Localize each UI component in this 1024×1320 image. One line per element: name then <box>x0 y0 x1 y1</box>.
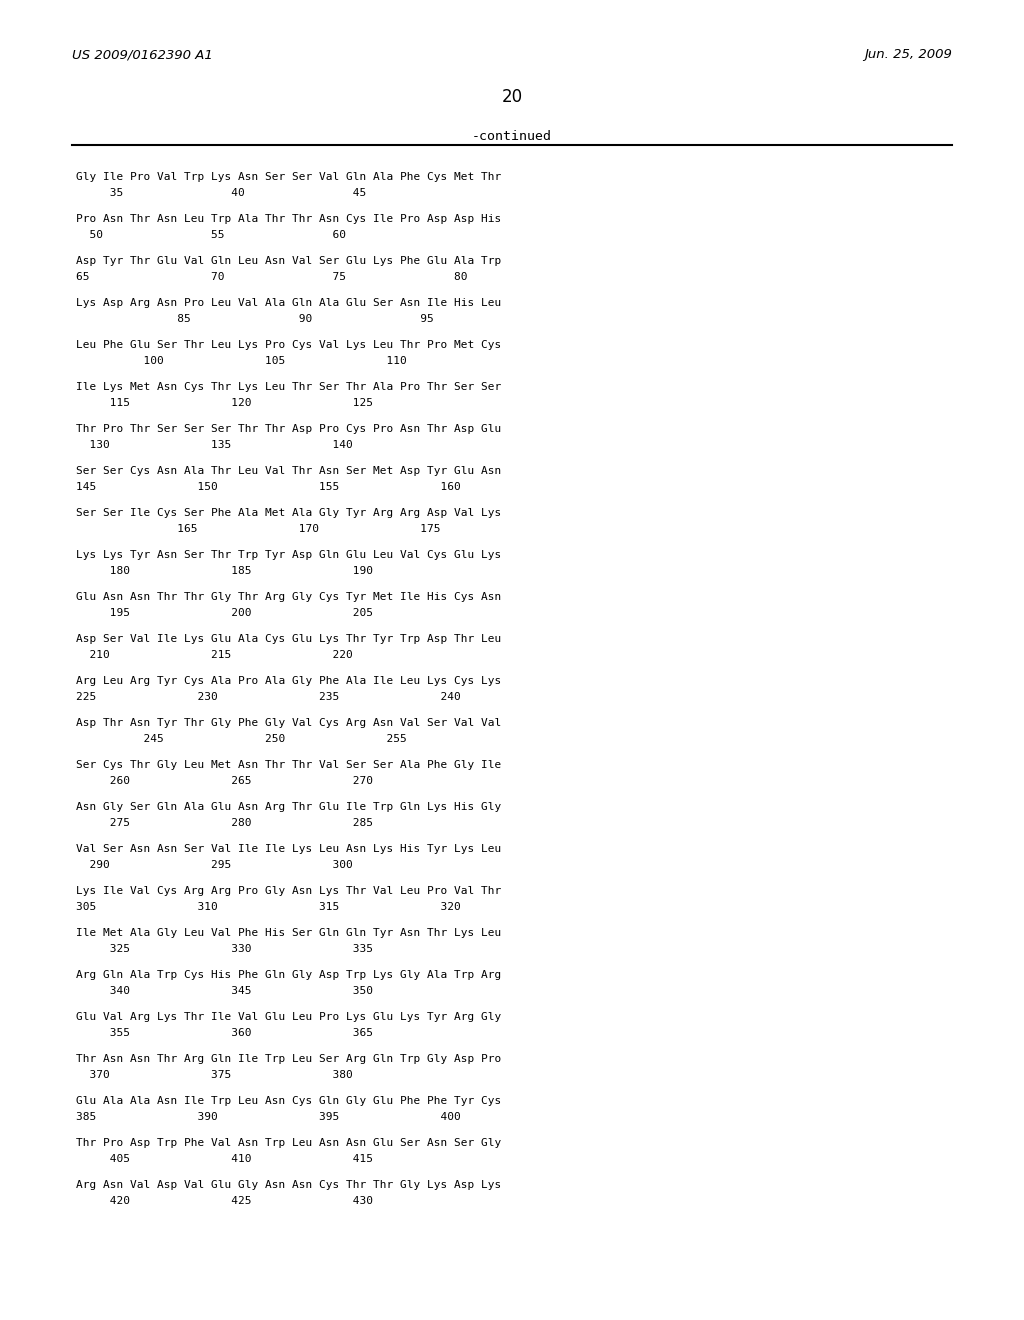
Text: -continued: -continued <box>472 129 552 143</box>
Text: 35                40                45: 35 40 45 <box>76 187 367 198</box>
Text: Lys Asp Arg Asn Pro Leu Val Ala Gln Ala Glu Ser Asn Ile His Leu: Lys Asp Arg Asn Pro Leu Val Ala Gln Ala … <box>76 298 502 308</box>
Text: 260               265               270: 260 265 270 <box>76 776 373 785</box>
Text: Ile Met Ala Gly Leu Val Phe His Ser Gln Gln Tyr Asn Thr Lys Leu: Ile Met Ala Gly Leu Val Phe His Ser Gln … <box>76 928 502 939</box>
Text: 355               360               365: 355 360 365 <box>76 1028 373 1038</box>
Text: 130               135               140: 130 135 140 <box>76 440 352 450</box>
Text: 165               170               175: 165 170 175 <box>76 524 440 535</box>
Text: 115               120               125: 115 120 125 <box>76 399 373 408</box>
Text: 245               250               255: 245 250 255 <box>76 734 407 744</box>
Text: Asp Ser Val Ile Lys Glu Ala Cys Glu Lys Thr Tyr Trp Asp Thr Leu: Asp Ser Val Ile Lys Glu Ala Cys Glu Lys … <box>76 634 502 644</box>
Text: 50                55                60: 50 55 60 <box>76 230 346 240</box>
Text: Glu Asn Asn Thr Thr Gly Thr Arg Gly Cys Tyr Met Ile His Cys Asn: Glu Asn Asn Thr Thr Gly Thr Arg Gly Cys … <box>76 591 502 602</box>
Text: 405               410               415: 405 410 415 <box>76 1154 373 1164</box>
Text: Pro Asn Thr Asn Leu Trp Ala Thr Thr Asn Cys Ile Pro Asp Asp His: Pro Asn Thr Asn Leu Trp Ala Thr Thr Asn … <box>76 214 502 224</box>
Text: Leu Phe Glu Ser Thr Leu Lys Pro Cys Val Lys Leu Thr Pro Met Cys: Leu Phe Glu Ser Thr Leu Lys Pro Cys Val … <box>76 341 502 350</box>
Text: 370               375               380: 370 375 380 <box>76 1071 352 1080</box>
Text: Lys Lys Tyr Asn Ser Thr Trp Tyr Asp Gln Glu Leu Val Cys Glu Lys: Lys Lys Tyr Asn Ser Thr Trp Tyr Asp Gln … <box>76 550 502 560</box>
Text: 385               390               395               400: 385 390 395 400 <box>76 1111 461 1122</box>
Text: Ser Cys Thr Gly Leu Met Asn Thr Thr Val Ser Ser Ala Phe Gly Ile: Ser Cys Thr Gly Leu Met Asn Thr Thr Val … <box>76 760 502 770</box>
Text: 290               295               300: 290 295 300 <box>76 861 352 870</box>
Text: Asp Tyr Thr Glu Val Gln Leu Asn Val Ser Glu Lys Phe Glu Ala Trp: Asp Tyr Thr Glu Val Gln Leu Asn Val Ser … <box>76 256 502 267</box>
Text: 100               105               110: 100 105 110 <box>76 356 407 366</box>
Text: 325               330               335: 325 330 335 <box>76 944 373 954</box>
Text: Glu Ala Ala Asn Ile Trp Leu Asn Cys Gln Gly Glu Phe Phe Tyr Cys: Glu Ala Ala Asn Ile Trp Leu Asn Cys Gln … <box>76 1096 502 1106</box>
Text: US 2009/0162390 A1: US 2009/0162390 A1 <box>72 48 213 61</box>
Text: 145               150               155               160: 145 150 155 160 <box>76 482 461 492</box>
Text: 20: 20 <box>502 88 522 106</box>
Text: 340               345               350: 340 345 350 <box>76 986 373 997</box>
Text: Thr Pro Asp Trp Phe Val Asn Trp Leu Asn Asn Glu Ser Asn Ser Gly: Thr Pro Asp Trp Phe Val Asn Trp Leu Asn … <box>76 1138 502 1148</box>
Text: Arg Asn Val Asp Val Glu Gly Asn Asn Cys Thr Thr Gly Lys Asp Lys: Arg Asn Val Asp Val Glu Gly Asn Asn Cys … <box>76 1180 502 1191</box>
Text: Arg Gln Ala Trp Cys His Phe Gln Gly Asp Trp Lys Gly Ala Trp Arg: Arg Gln Ala Trp Cys His Phe Gln Gly Asp … <box>76 970 502 979</box>
Text: 275               280               285: 275 280 285 <box>76 818 373 828</box>
Text: 65                  70                75                80: 65 70 75 80 <box>76 272 468 282</box>
Text: Arg Leu Arg Tyr Cys Ala Pro Ala Gly Phe Ala Ile Leu Lys Cys Lys: Arg Leu Arg Tyr Cys Ala Pro Ala Gly Phe … <box>76 676 502 686</box>
Text: Lys Ile Val Cys Arg Arg Pro Gly Asn Lys Thr Val Leu Pro Val Thr: Lys Ile Val Cys Arg Arg Pro Gly Asn Lys … <box>76 886 502 896</box>
Text: Ser Ser Cys Asn Ala Thr Leu Val Thr Asn Ser Met Asp Tyr Glu Asn: Ser Ser Cys Asn Ala Thr Leu Val Thr Asn … <box>76 466 502 477</box>
Text: 85                90                95: 85 90 95 <box>76 314 434 323</box>
Text: 305               310               315               320: 305 310 315 320 <box>76 902 461 912</box>
Text: Asn Gly Ser Gln Ala Glu Asn Arg Thr Glu Ile Trp Gln Lys His Gly: Asn Gly Ser Gln Ala Glu Asn Arg Thr Glu … <box>76 803 502 812</box>
Text: 210               215               220: 210 215 220 <box>76 649 352 660</box>
Text: Thr Asn Asn Thr Arg Gln Ile Trp Leu Ser Arg Gln Trp Gly Asp Pro: Thr Asn Asn Thr Arg Gln Ile Trp Leu Ser … <box>76 1053 502 1064</box>
Text: 420               425               430: 420 425 430 <box>76 1196 373 1206</box>
Text: 225               230               235               240: 225 230 235 240 <box>76 692 461 702</box>
Text: Thr Pro Thr Ser Ser Ser Thr Thr Asp Pro Cys Pro Asn Thr Asp Glu: Thr Pro Thr Ser Ser Ser Thr Thr Asp Pro … <box>76 424 502 434</box>
Text: Glu Val Arg Lys Thr Ile Val Glu Leu Pro Lys Glu Lys Tyr Arg Gly: Glu Val Arg Lys Thr Ile Val Glu Leu Pro … <box>76 1012 502 1022</box>
Text: Ser Ser Ile Cys Ser Phe Ala Met Ala Gly Tyr Arg Arg Asp Val Lys: Ser Ser Ile Cys Ser Phe Ala Met Ala Gly … <box>76 508 502 517</box>
Text: Ile Lys Met Asn Cys Thr Lys Leu Thr Ser Thr Ala Pro Thr Ser Ser: Ile Lys Met Asn Cys Thr Lys Leu Thr Ser … <box>76 381 502 392</box>
Text: Val Ser Asn Asn Ser Val Ile Ile Lys Leu Asn Lys His Tyr Lys Leu: Val Ser Asn Asn Ser Val Ile Ile Lys Leu … <box>76 843 502 854</box>
Text: Gly Ile Pro Val Trp Lys Asn Ser Ser Val Gln Ala Phe Cys Met Thr: Gly Ile Pro Val Trp Lys Asn Ser Ser Val … <box>76 172 502 182</box>
Text: Asp Thr Asn Tyr Thr Gly Phe Gly Val Cys Arg Asn Val Ser Val Val: Asp Thr Asn Tyr Thr Gly Phe Gly Val Cys … <box>76 718 502 729</box>
Text: 180               185               190: 180 185 190 <box>76 566 373 576</box>
Text: 195               200               205: 195 200 205 <box>76 609 373 618</box>
Text: Jun. 25, 2009: Jun. 25, 2009 <box>864 48 952 61</box>
